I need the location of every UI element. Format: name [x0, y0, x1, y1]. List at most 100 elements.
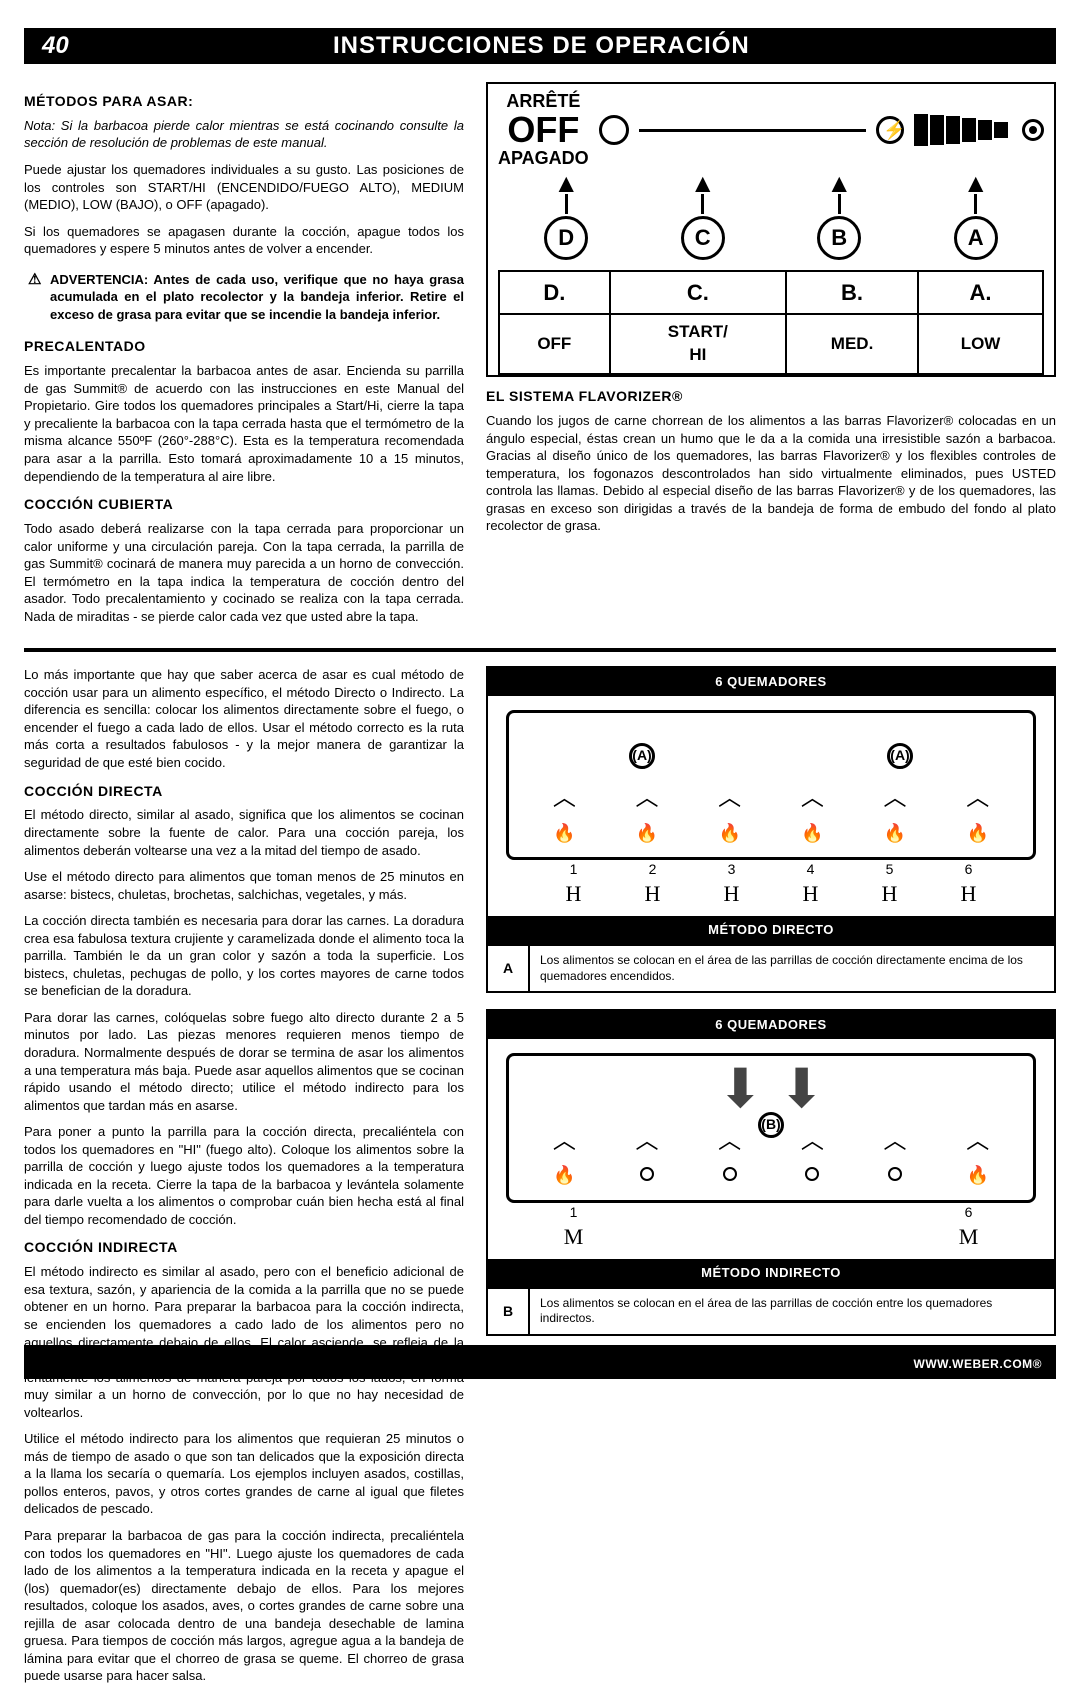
knob-b: ▲ B: [817, 176, 861, 260]
knob-row: ▲ D ▲ C ▲ B ▲ A: [498, 176, 1044, 260]
left-column-lower: Lo más importante que hay que saber acer…: [24, 666, 464, 1694]
p-precalentado: Es importante precalentar la barbacoa an…: [24, 362, 464, 485]
p-cubierta: Todo asado deberá realizarse con la tapa…: [24, 520, 464, 625]
settings-head-d: D.: [499, 271, 610, 315]
arrow-icon: ▲: [826, 176, 852, 192]
label-off: OFF: [498, 111, 589, 149]
grill-indirect-schematic: ⬇ ⬇ (B) ︿︿︿︿︿︿ 🔥 🔥: [488, 1039, 1054, 1260]
p-directa-4: Para dorar las carnes, colóquelas sobre …: [24, 1009, 464, 1114]
flavorizer-bars: ︿︿︿︿︿︿: [523, 789, 1019, 811]
burner-flames: 🔥 🔥 🔥 🔥 🔥 🔥: [523, 821, 1019, 845]
flame-icon: 🔥: [854, 821, 937, 845]
p-indirecta-1: El método indirecto es similar al asado,…: [24, 1263, 464, 1421]
heading-metodos: MÉTODOS PARA ASAR:: [24, 92, 464, 111]
settings-val-c: START/ HI: [610, 314, 786, 374]
grill-direct-header: 6 QUEMADORES: [488, 668, 1054, 696]
knob-ring: A: [954, 216, 998, 260]
settings-head-c: C.: [610, 271, 786, 315]
settings-val-a: LOW: [918, 314, 1043, 374]
knob-a: ▲ A: [954, 176, 998, 260]
p-indirecta-3: Para preparar la barbacoa de gas para la…: [24, 1527, 464, 1685]
p-relight-wait: Si los quemadores se apagasen durante la…: [24, 223, 464, 258]
p-directa-2: Use el método directo para alimentos que…: [24, 868, 464, 903]
knob-stem: [974, 194, 977, 214]
grill-outline: ⬇ ⬇ (B) ︿︿︿︿︿︿ 🔥 🔥: [506, 1053, 1036, 1203]
page-footer: WWW.WEBER.COM®: [24, 1345, 1056, 1379]
legend-text-a: Los alimentos se colocan en el área de l…: [530, 946, 1054, 991]
off-icon: [599, 115, 629, 145]
grill-direct-legend: A Los alimentos se colocan en el área de…: [488, 944, 1054, 991]
flame-icon: 🔥: [936, 1163, 1019, 1187]
off-scale-row: ARRÊTÉ OFF APAGADO: [498, 96, 1044, 164]
ignite-icon: [876, 116, 904, 144]
low-icon: [1022, 119, 1044, 141]
burner-numbers-indirect: 1 6: [506, 1203, 1036, 1222]
flame-icon: 🔥: [606, 821, 689, 845]
burner-settings-h: H H H H H H: [506, 879, 1036, 909]
p-intro-methods: Lo más importante que hay que saber acer…: [24, 666, 464, 771]
grill-indirect-legend: B Los alimentos se colocan en el área de…: [488, 1287, 1054, 1334]
control-panel: ARRÊTÉ OFF APAGADO ▲ D: [486, 82, 1056, 377]
grill-indirect-title: MÉTODO INDIRECTO: [488, 1259, 1054, 1287]
knob-c: ▲ C: [681, 176, 725, 260]
burner-numbers: 1 2 3 4 5 6: [506, 860, 1036, 879]
knob-ring: B: [817, 216, 861, 260]
heading-precalentado: PRECALENTADO: [24, 337, 464, 356]
flame-icon: 🔥: [523, 821, 606, 845]
knob-stem: [838, 194, 841, 214]
flame-icon: 🔥: [523, 1163, 606, 1187]
label-apagado: APAGADO: [498, 149, 589, 168]
heading-cubierta: COCCIÓN CUBIERTA: [24, 495, 464, 514]
settings-val-b: MED.: [786, 314, 918, 374]
marker-a-right: (A): [887, 743, 913, 769]
down-arrow-icon: ⬇: [718, 1076, 763, 1103]
title-bar: 40 INSTRUCCIONES DE OPERACIÓN: [24, 28, 1056, 64]
warning-grease: ⚠ ADVERTENCIA: Antes de cada uso, verifi…: [24, 267, 464, 328]
p-flavorizer: Cuando los jugos de carne chorrean de lo…: [486, 412, 1056, 535]
page-title: INSTRUCCIONES DE OPERACIÓN: [87, 30, 1056, 62]
grill-direct-schematic: (A) (A) ︿︿︿︿︿︿ 🔥 🔥 🔥 🔥 🔥 🔥 1: [488, 696, 1054, 917]
settings-val-d: OFF: [499, 314, 610, 374]
note-manual: Nota: Si la barbacoa pierde calor mientr…: [24, 117, 464, 152]
burner-indirect-row: 🔥 🔥: [523, 1163, 1019, 1187]
flame-icon: 🔥: [771, 821, 854, 845]
scale-line: [639, 129, 866, 132]
off-labels: ARRÊTÉ OFF APAGADO: [498, 92, 589, 168]
heading-flavorizer: EL SISTEMA FLAVORIZER®: [486, 387, 1056, 406]
off-circle-icon: [606, 1163, 689, 1187]
section-divider: [24, 648, 1056, 652]
p-directa-1: El método directo, similar al asado, sig…: [24, 806, 464, 859]
p-directa-5: Para poner a punto la parrilla para la c…: [24, 1123, 464, 1228]
spacer: [486, 993, 1056, 1009]
knob-d: ▲ D: [544, 176, 588, 260]
arrow-icon: ▲: [963, 176, 989, 192]
grill-outline: (A) (A) ︿︿︿︿︿︿ 🔥 🔥 🔥 🔥 🔥 🔥: [506, 710, 1036, 860]
p-indirecta-2: Utilice el método indirecto para los ali…: [24, 1430, 464, 1518]
left-column: MÉTODOS PARA ASAR: Nota: Si la barbacoa …: [24, 82, 464, 634]
knob-ring: C: [681, 216, 725, 260]
settings-table: D. C. B. A. OFF START/ HI MED. LOW: [498, 270, 1044, 376]
off-circle-icon: [854, 1163, 937, 1187]
knob-stem: [565, 194, 568, 214]
heat-bars-icon: [914, 114, 1008, 146]
heading-directa: COCCIÓN DIRECTA: [24, 782, 464, 801]
heat-arrows: ⬇ ⬇: [718, 1076, 825, 1103]
legend-key-a: A: [488, 946, 530, 991]
grill-direct-title: MÉTODO DIRECTO: [488, 916, 1054, 944]
legend-text-b: Los alimentos se colocan en el área de l…: [530, 1289, 1054, 1334]
page-number: 40: [24, 30, 87, 62]
grill-indirect-box: 6 QUEMADORES ⬇ ⬇ (B) ︿︿︿︿︿︿ 🔥: [486, 1009, 1056, 1336]
body-columns: MÉTODOS PARA ASAR: Nota: Si la barbacoa …: [24, 82, 1056, 634]
grill-direct-box: 6 QUEMADORES (A) (A) ︿︿︿︿︿︿ 🔥 🔥 🔥 🔥 🔥 🔥: [486, 666, 1056, 993]
arrow-icon: ▲: [553, 176, 579, 192]
right-column-lower: 6 QUEMADORES (A) (A) ︿︿︿︿︿︿ 🔥 🔥 🔥 🔥 🔥 🔥: [486, 666, 1056, 1694]
knob-stem: [701, 194, 704, 214]
down-arrow-icon: ⬇: [779, 1076, 824, 1103]
grill-indirect-header: 6 QUEMADORES: [488, 1011, 1054, 1039]
p-directa-3: La cocción directa también es necesaria …: [24, 912, 464, 1000]
arrow-icon: ▲: [690, 176, 716, 192]
flame-icon: 🔥: [688, 821, 771, 845]
footer-url: WWW.WEBER.COM®: [24, 1349, 1056, 1379]
warning-icon: ⚠: [28, 270, 41, 290]
flame-icon: 🔥: [936, 821, 1019, 845]
